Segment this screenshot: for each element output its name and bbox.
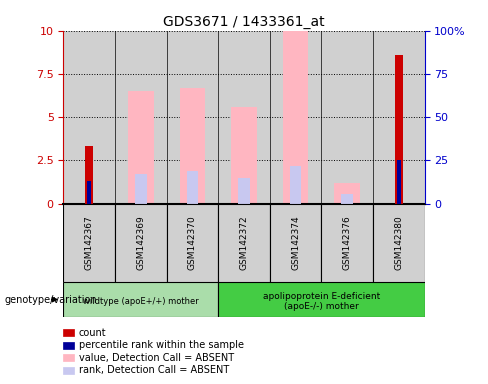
Bar — [85, 146, 93, 204]
Bar — [218, 282, 425, 317]
Bar — [166, 204, 218, 282]
Text: GSM142367: GSM142367 — [85, 215, 94, 270]
Text: wildtype (apoE+/+) mother: wildtype (apoE+/+) mother — [83, 297, 199, 306]
Text: rank, Detection Call = ABSENT: rank, Detection Call = ABSENT — [79, 365, 229, 375]
Bar — [290, 166, 302, 204]
Bar — [270, 204, 322, 282]
Bar — [63, 354, 74, 361]
Bar — [231, 107, 257, 204]
Text: apolipoprotein E-deficient
(apoE-/-) mother: apolipoprotein E-deficient (apoE-/-) mot… — [263, 291, 380, 311]
Bar — [63, 329, 74, 336]
Bar — [395, 55, 403, 204]
Text: GSM142380: GSM142380 — [394, 215, 403, 270]
Bar — [334, 183, 360, 204]
Bar — [63, 367, 74, 374]
Bar — [322, 31, 373, 204]
Text: value, Detection Call = ABSENT: value, Detection Call = ABSENT — [79, 353, 234, 362]
Bar — [322, 204, 373, 282]
Bar — [115, 204, 166, 282]
Text: percentile rank within the sample: percentile rank within the sample — [79, 340, 244, 350]
Text: GSM142376: GSM142376 — [343, 215, 352, 270]
Bar — [397, 161, 401, 204]
Text: GSM142370: GSM142370 — [188, 215, 197, 270]
Bar — [218, 204, 270, 282]
Bar — [238, 177, 250, 204]
Text: GSM142369: GSM142369 — [136, 215, 145, 270]
Text: GSM142372: GSM142372 — [240, 215, 248, 270]
Bar — [218, 31, 270, 204]
Bar — [283, 31, 308, 204]
Bar — [166, 31, 218, 204]
Text: count: count — [79, 328, 106, 338]
Bar — [63, 204, 115, 282]
Bar — [180, 88, 205, 204]
Bar — [63, 342, 74, 349]
Bar — [270, 31, 322, 204]
Text: GDS3671 / 1433361_at: GDS3671 / 1433361_at — [163, 15, 325, 29]
Bar — [87, 181, 91, 204]
Bar — [186, 170, 198, 204]
Bar — [115, 31, 166, 204]
Bar — [63, 31, 115, 204]
Bar — [135, 174, 146, 204]
Bar — [342, 194, 353, 204]
Bar — [373, 204, 425, 282]
Text: genotype/variation: genotype/variation — [5, 295, 98, 305]
Bar — [373, 31, 425, 204]
Bar — [128, 91, 154, 204]
Bar — [63, 282, 218, 317]
Text: GSM142374: GSM142374 — [291, 215, 300, 270]
